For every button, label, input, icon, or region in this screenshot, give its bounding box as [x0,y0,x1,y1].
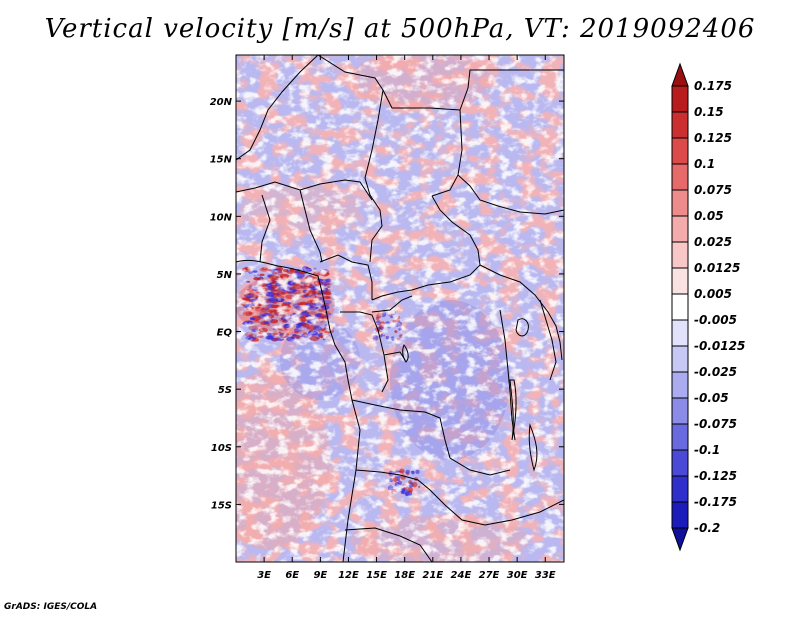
colorbar: 0.175 0.15 0.125 0.1 0.075 0.05 0.025 0.0125 0.0… [671,62,745,552]
lon-tick-label: 6E [285,570,299,581]
colorbar-swatch [671,319,689,347]
colorbar-label: 0.0125 [694,261,740,275]
colorbar-label: -0.05 [694,391,729,405]
lon-tick-label: 18E [394,570,415,581]
lat-tick-label: 15S [211,500,232,511]
lon-tick-label: 3E [257,570,271,581]
colorbar-swatch [671,241,689,269]
vertical-velocity-field [236,55,564,562]
lat-tick-label: EQ [217,328,233,339]
colorbar-min-arrow [671,527,689,552]
colorbar-swatch [671,189,689,217]
lon-tick-label: 9E [313,570,327,581]
lon-tick-label: 24E [451,570,472,581]
lat-tick-label: 5N [217,270,233,281]
lat-tick-label: 10N [210,212,233,223]
country-boundaries [236,55,564,562]
colorbar-label: -0.0125 [694,339,745,353]
colorbar-label: 0.15 [694,105,724,119]
colorbar-swatch [671,423,689,451]
map-title: Vertical velocity [m/s] at 500hPa, VT: 2… [44,14,756,44]
colorbar-swatch [671,449,689,477]
lat-tick-label: 5S [218,385,232,396]
lon-tick-label: 33E [535,570,556,581]
colorbar-label: 0.025 [694,235,732,249]
colorbar-swatch [671,501,689,529]
longitude-axis: 3E 6E 9E 12E 15E 18E 21E 24E 27E 30E 33E [257,55,556,581]
colorbar-swatch [671,137,689,165]
colorbar-swatch [671,267,689,295]
colorbar-swatch [671,371,689,399]
colorbar-max-arrow [671,62,689,87]
colorbar-label: 0.075 [694,183,732,197]
lon-tick-label: 27E [479,570,500,581]
colorbar-swatch [671,111,689,139]
colorbar-label: -0.175 [694,495,737,509]
colorbar-label: -0.1 [694,443,720,457]
colorbar-label: -0.005 [694,313,737,327]
colorbar-swatch [671,345,689,373]
colorbar-label: -0.125 [694,469,737,483]
colorbar-label: -0.075 [694,417,737,431]
lake-outlines [402,318,538,472]
colorbar-label: 0.175 [694,79,732,93]
colorbar-label: -0.2 [694,521,720,535]
lon-tick-label: 21E [422,570,443,581]
colorbar-swatch [671,293,689,321]
colorbar-swatch [671,163,689,191]
colorbar-swatch [671,397,689,425]
lat-tick-label: 15N [210,155,233,166]
grads-credit: GrADS: IGES/COLA [4,602,98,612]
lat-tick-label: 20N [210,97,233,108]
lon-tick-label: 15E [366,570,387,581]
lon-tick-label: 30E [507,570,528,581]
lat-tick-label: 10S [211,443,232,454]
colorbar-label: 0.1 [694,157,715,171]
lon-tick-label: 12E [338,570,359,581]
colorbar-label: -0.025 [694,365,737,379]
colorbar-label: 0.005 [694,287,732,301]
colorbar-swatch [671,85,689,113]
latitude-axis: 20N 15N 10N 5N EQ 5S 10S 15S [210,97,564,511]
colorbar-label: 0.125 [694,131,732,145]
colorbar-swatch [671,215,689,243]
colorbar-label: 0.05 [694,209,724,223]
colorbar-swatch [671,475,689,503]
map-frame [235,54,565,563]
